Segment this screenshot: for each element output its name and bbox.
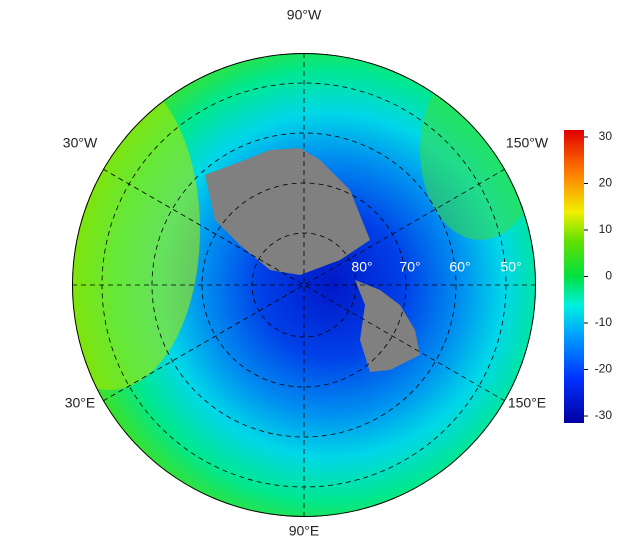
colorbar-tick-label: 0 [605, 269, 612, 283]
warm-region [72, 70, 200, 390]
land-mask [205, 148, 370, 275]
lon-label: 30°W [63, 135, 98, 151]
colorbar-tick-label: -30 [595, 408, 613, 422]
graticule [72, 53, 536, 517]
lat-label: 70° [399, 259, 420, 275]
lat-label: 60° [449, 259, 470, 275]
colorbar [564, 130, 584, 423]
lat-label: 80° [351, 259, 372, 275]
lon-label: 150°E [508, 395, 546, 411]
colorbar-tick-label: 20 [599, 176, 613, 190]
colorbar-tick-label: -20 [595, 362, 613, 376]
colorbar-tick-label: 30 [599, 129, 613, 143]
map-field [72, 53, 536, 517]
colorbar-tick-label: -10 [595, 315, 613, 329]
lon-label: 90°W [287, 7, 322, 23]
lon-label: 150°W [506, 135, 549, 151]
lon-label: 90°E [289, 523, 320, 539]
land-mask [355, 280, 420, 372]
colorbar-tick-label: 10 [599, 222, 613, 236]
lon-label: 30°E [65, 395, 96, 411]
lat-label: 50° [500, 259, 521, 275]
colorbar-ticks: 30 20 10 0 -10 -20 -30 [584, 129, 612, 422]
